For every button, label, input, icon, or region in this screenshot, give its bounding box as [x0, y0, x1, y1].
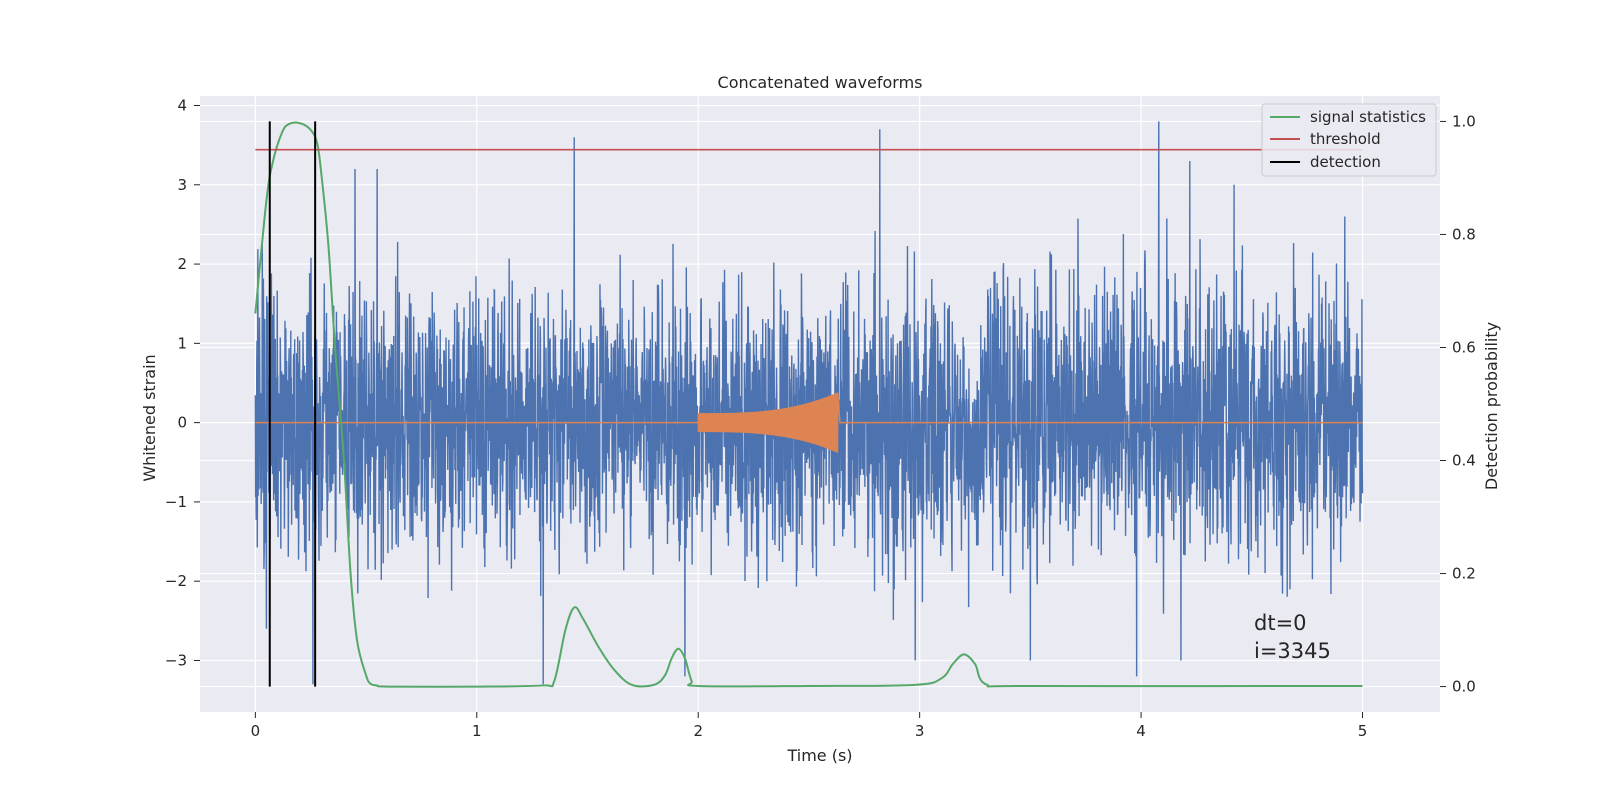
- y-tick-label: 3: [177, 176, 187, 194]
- series-injected-signal: [255, 392, 1363, 453]
- y2-tick-label: 0.4: [1452, 452, 1476, 470]
- legend-label-signal-statistics: signal statistics: [1310, 108, 1426, 126]
- y2-tick-label: 1.0: [1452, 112, 1476, 130]
- legend-box: [1261, 103, 1437, 177]
- x-axis-label: Time (s): [786, 746, 852, 765]
- y2-tick-label: 0.0: [1452, 678, 1476, 696]
- y2-tick-label: 0.2: [1452, 565, 1476, 583]
- legend-label-detection: detection: [1310, 153, 1381, 171]
- y2-axis-label: Detection probability: [1482, 322, 1501, 490]
- y-axis-label: Whitened strain: [140, 354, 159, 481]
- y-tick-label: 2: [177, 255, 187, 273]
- y-tick-label: 1: [177, 334, 187, 352]
- legend-label-threshold: threshold: [1310, 130, 1381, 148]
- series-signal-statistics: [254, 121, 1363, 688]
- y-tick-label: 4: [177, 97, 187, 115]
- legend: signal statistics threshold detection: [1261, 103, 1437, 177]
- x-tick-label: 5: [1358, 722, 1368, 740]
- y-tick-label: −2: [165, 572, 187, 590]
- x-tick-label: 4: [1136, 722, 1146, 740]
- annotation-dt: dt=0: [1254, 611, 1307, 635]
- y-tick-label: −3: [165, 651, 187, 669]
- x-tick-label: 3: [915, 722, 925, 740]
- y-tick-label: −1: [165, 493, 187, 511]
- annotation-i: i=3345: [1254, 639, 1331, 663]
- x-tick-label: 2: [693, 722, 703, 740]
- x-tick-label: 0: [251, 722, 261, 740]
- y-tick-label: 0: [177, 414, 187, 432]
- y2-tick-label: 0.6: [1452, 338, 1476, 356]
- y2-tick-label: 0.8: [1452, 225, 1476, 243]
- plot-layer: [254, 121, 1364, 688]
- chart-title: Concatenated waveforms: [718, 73, 923, 92]
- x-tick-label: 1: [472, 722, 482, 740]
- ticks: 0 1 2 3 4 5 −3 −2 −1 0 1 2 3 4 0.0 0.2 0.4 0.6 0.8 1.0: [165, 97, 1476, 740]
